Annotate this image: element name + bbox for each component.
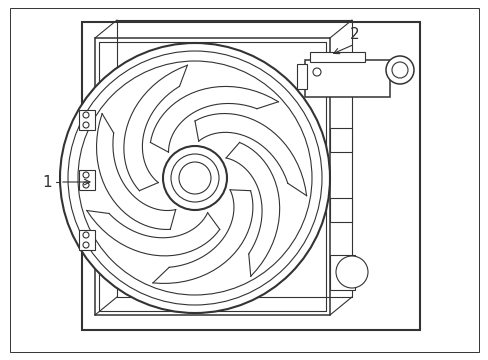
Circle shape [312,68,320,76]
Circle shape [335,256,367,288]
Circle shape [171,154,219,202]
Bar [79,230,95,250]
Circle shape [68,51,321,305]
Circle shape [83,112,89,118]
Bar [296,64,306,89]
Bar [79,110,95,130]
Text: 1: 1 [42,175,52,189]
Bar [82,22,419,330]
Bar [79,170,95,190]
Bar [329,128,351,152]
Bar [329,255,354,290]
Circle shape [163,146,226,210]
Circle shape [83,242,89,248]
Circle shape [60,43,329,313]
Bar [309,52,364,62]
Circle shape [78,61,311,295]
Circle shape [391,62,407,78]
Circle shape [83,172,89,178]
Circle shape [83,182,89,188]
Text: 2: 2 [349,27,359,42]
Bar [329,198,351,222]
Circle shape [385,56,413,84]
Circle shape [83,232,89,238]
Circle shape [179,162,210,194]
Circle shape [83,122,89,128]
Bar [305,60,389,97]
